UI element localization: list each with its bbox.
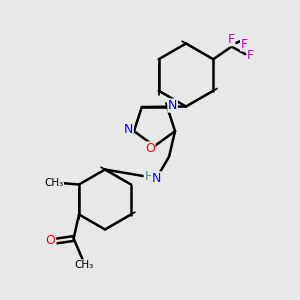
- Text: CH₃: CH₃: [44, 178, 63, 188]
- Text: F: F: [247, 49, 254, 62]
- Text: N: N: [124, 123, 133, 136]
- Text: N: N: [152, 172, 161, 185]
- Text: F: F: [241, 38, 248, 51]
- Text: O: O: [46, 234, 56, 248]
- Text: O: O: [145, 142, 155, 155]
- Text: H: H: [144, 170, 154, 183]
- Text: F: F: [228, 33, 235, 46]
- Text: N: N: [168, 99, 177, 112]
- Text: CH₃: CH₃: [74, 260, 94, 270]
